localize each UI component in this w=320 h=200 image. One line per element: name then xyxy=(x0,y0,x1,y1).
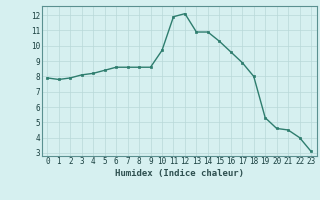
X-axis label: Humidex (Indice chaleur): Humidex (Indice chaleur) xyxy=(115,169,244,178)
